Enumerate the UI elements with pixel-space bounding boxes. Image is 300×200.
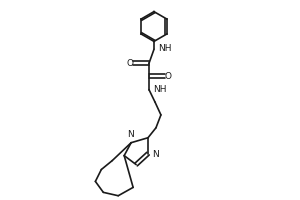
Text: O: O [165,72,172,81]
Text: NH: NH [158,44,172,53]
Text: N: N [152,150,159,159]
Text: N: N [127,130,134,139]
Text: O: O [126,59,133,68]
Text: NH: NH [153,85,167,94]
